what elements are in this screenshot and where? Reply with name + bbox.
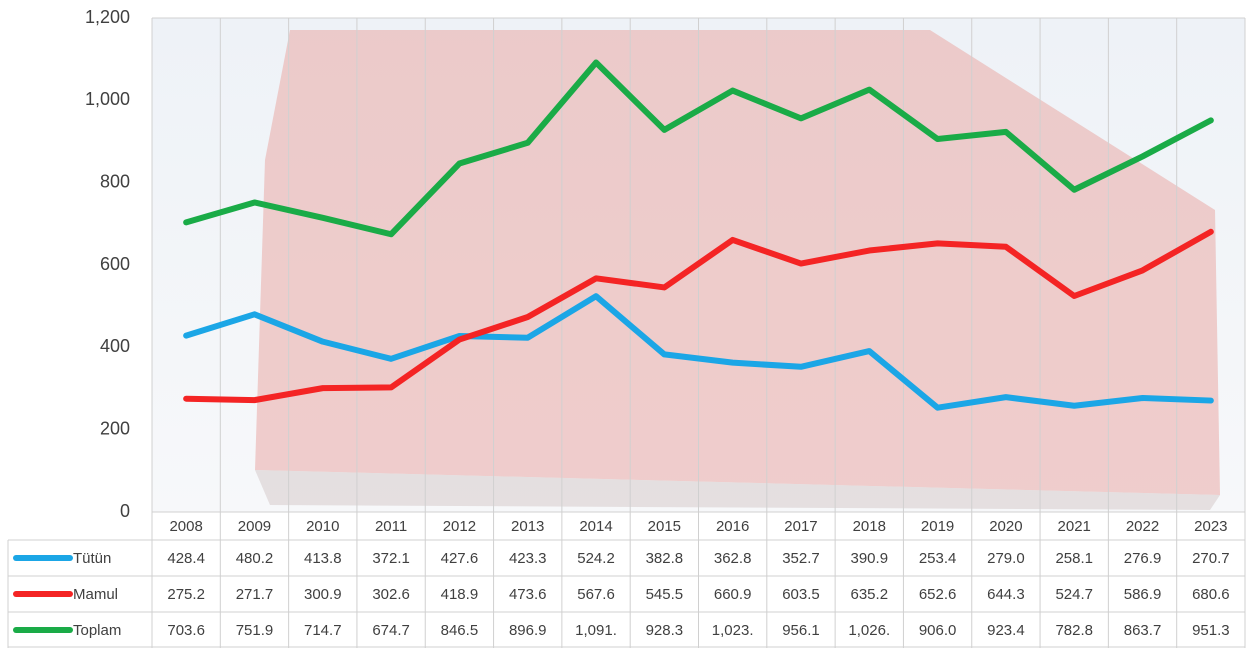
y-tick-label: 1,000 — [85, 89, 130, 109]
table-value: 253.4 — [919, 550, 957, 567]
table-value: 863.7 — [1124, 622, 1162, 639]
x-tick-label: 2020 — [989, 518, 1022, 535]
table-value: 302.6 — [372, 586, 410, 603]
table-value: 279.0 — [987, 550, 1025, 567]
table-value: 1,026. — [848, 622, 890, 639]
table-value: 480.2 — [236, 550, 274, 567]
table-value: 956.1 — [782, 622, 820, 639]
y-tick-label: 0 — [120, 501, 130, 521]
table-value: 362.8 — [714, 550, 752, 567]
table-value: 1,091. — [575, 622, 617, 639]
table-value: 567.6 — [577, 586, 615, 603]
x-tick-label: 2023 — [1194, 518, 1227, 535]
table-value: 413.8 — [304, 550, 342, 567]
table-value: 782.8 — [1055, 622, 1093, 639]
table-value: 423.3 — [509, 550, 547, 567]
table-value: 644.3 — [987, 586, 1025, 603]
table-value: 846.5 — [441, 622, 479, 639]
table-value: 545.5 — [646, 586, 684, 603]
x-tick-label: 2011 — [375, 518, 407, 535]
table-value: 586.9 — [1124, 586, 1162, 603]
table-value: 896.9 — [509, 622, 547, 639]
x-tick-label: 2013 — [511, 518, 544, 535]
table-value: 923.4 — [987, 622, 1025, 639]
legend-label: Mamul — [73, 586, 118, 603]
x-tick-label: 2019 — [921, 518, 954, 535]
legend-label: Toplam — [73, 622, 121, 639]
table-value: 276.9 — [1124, 550, 1162, 567]
table-value: 703.6 — [167, 622, 205, 639]
table-value: 652.6 — [919, 586, 957, 603]
table-value: 635.2 — [851, 586, 889, 603]
table-value: 751.9 — [236, 622, 274, 639]
table-value: 270.7 — [1192, 550, 1230, 567]
table-value: 660.9 — [714, 586, 752, 603]
table-value: 352.7 — [782, 550, 820, 567]
y-tick-label: 400 — [100, 336, 130, 356]
table-value: 428.4 — [167, 550, 205, 567]
y-tick-label: 600 — [100, 254, 130, 274]
table-value: 271.7 — [236, 586, 274, 603]
table-value: 258.1 — [1055, 550, 1093, 567]
y-tick-label: 1,200 — [85, 7, 130, 27]
x-tick-label: 2018 — [853, 518, 886, 535]
x-tick-label: 2009 — [238, 518, 271, 535]
table-value: 275.2 — [167, 586, 205, 603]
table-value: 1,023. — [712, 622, 754, 639]
table-value: 382.8 — [646, 550, 684, 567]
table-value: 674.7 — [372, 622, 410, 639]
y-tick-label: 200 — [100, 418, 130, 438]
x-tick-label: 2021 — [1058, 518, 1091, 535]
x-tick-label: 2015 — [648, 518, 681, 535]
chart: 0 200 400 600 800 1,000 1,200 2008 2009 2010 2011 2… — [0, 0, 1246, 648]
table-value: 680.6 — [1192, 586, 1230, 603]
x-tick-label: 2012 — [443, 518, 476, 535]
y-tick-label: 800 — [100, 171, 130, 191]
x-tick-label: 2017 — [784, 518, 817, 535]
legend-label: Tütün — [73, 550, 111, 567]
table-value: 524.7 — [1055, 586, 1093, 603]
table-value: 390.9 — [851, 550, 889, 567]
x-tick-label: 2010 — [306, 518, 339, 535]
x-tick-label: 2008 — [169, 518, 202, 535]
table-value: 951.3 — [1192, 622, 1230, 639]
table-value: 603.5 — [782, 586, 820, 603]
table-value: 372.1 — [372, 550, 410, 567]
table-value: 928.3 — [646, 622, 684, 639]
x-tick-label: 2022 — [1126, 518, 1159, 535]
table-value: 473.6 — [509, 586, 547, 603]
x-tick-label: 2014 — [579, 518, 612, 535]
table-value: 427.6 — [441, 550, 479, 567]
x-tick-label: 2016 — [716, 518, 749, 535]
table-value: 906.0 — [919, 622, 957, 639]
table-value: 524.2 — [577, 550, 615, 567]
table-value: 418.9 — [441, 586, 479, 603]
table-value: 714.7 — [304, 622, 342, 639]
table-value: 300.9 — [304, 586, 342, 603]
